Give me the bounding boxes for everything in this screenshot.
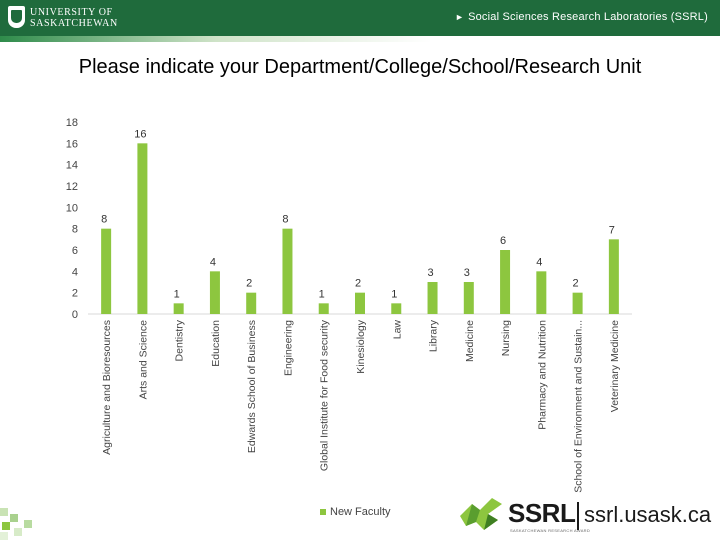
y-tick-label: 6 — [72, 245, 78, 257]
x-tick-label: Edwards School of Business — [246, 320, 258, 453]
bar — [355, 292, 365, 314]
ssrl-logo: SSRL SASKATCHEWAN RESEARCH AWARD ssrl.us… — [458, 494, 720, 540]
university-line2: SASKATCHEWAN — [30, 18, 118, 29]
legend-swatch — [320, 509, 326, 515]
lab-name-text: Social Sciences Research Laboratories (S… — [468, 11, 708, 23]
chart-legend: New Faculty — [320, 506, 391, 518]
data-label: 2 — [573, 278, 579, 290]
data-label: 8 — [101, 214, 107, 226]
x-tick-label: Veterinary Medicine — [609, 320, 621, 412]
ssrl-logo-text: SSRL — [508, 498, 576, 528]
data-label: 2 — [246, 278, 252, 290]
x-tick-label: Education — [210, 320, 222, 367]
bar — [536, 271, 547, 314]
y-tick-label: 0 — [72, 309, 78, 321]
data-label: 3 — [464, 267, 470, 279]
x-tick-label: Medicine — [464, 320, 476, 362]
lab-name: ► Social Sciences Research Laboratories (… — [455, 11, 708, 23]
data-label: 7 — [609, 224, 615, 236]
data-label: 4 — [536, 256, 542, 268]
ssrl-url: ssrl.usask.ca — [584, 502, 712, 527]
bar — [173, 303, 184, 314]
university-header-bar: UNIVERSITY OF SASKATCHEWAN ► Social Scien… — [0, 0, 720, 36]
bar — [391, 303, 402, 314]
data-label: 1 — [391, 288, 397, 300]
x-tick-label: Dentistry — [174, 319, 186, 361]
data-label: 16 — [134, 128, 146, 140]
decorative-squares — [0, 508, 40, 540]
data-label: 1 — [319, 288, 325, 300]
data-label: 1 — [174, 288, 180, 300]
ssrl-logo-subtitle: SASKATCHEWAN RESEARCH AWARD — [510, 528, 591, 533]
x-tick-label: School of Environment and Sustain... — [573, 320, 585, 493]
y-tick-label: 8 — [72, 224, 78, 236]
chart-title: Please indicate your Department/College/… — [78, 56, 642, 78]
university-crest-icon — [8, 6, 25, 28]
x-tick-label: Law — [391, 320, 403, 340]
y-tick-label: 2 — [72, 288, 78, 300]
header-stripe — [0, 36, 720, 42]
data-label: 3 — [427, 267, 433, 279]
bar — [572, 292, 583, 314]
bar — [500, 250, 511, 314]
x-tick-label: Global Institute for Food security — [319, 319, 331, 471]
x-tick-label: Pharmacy and Nutrition — [536, 320, 548, 430]
x-tick-label: Kinesiology — [355, 319, 367, 373]
data-label: 2 — [355, 278, 361, 290]
bar — [246, 292, 257, 314]
bar — [137, 143, 148, 314]
bar — [101, 228, 112, 314]
university-line1: UNIVERSITY OF — [30, 7, 113, 18]
ssrl-mark-icon — [460, 498, 502, 530]
data-label: 6 — [500, 235, 506, 247]
x-tick-label: Engineering — [282, 320, 294, 376]
bar — [318, 303, 329, 314]
x-tick-label: Nursing — [500, 320, 512, 356]
x-tick-label: Library — [428, 319, 440, 352]
y-tick-label: 16 — [66, 138, 78, 150]
bar — [282, 228, 293, 314]
bar — [463, 282, 474, 314]
y-tick-label: 12 — [66, 181, 78, 193]
x-tick-label: Arts and Science — [137, 320, 149, 400]
university-logo-text: UNIVERSITY OF SASKATCHEWAN — [30, 7, 118, 29]
y-tick-label: 4 — [72, 266, 78, 278]
data-label: 8 — [282, 214, 288, 226]
bar — [209, 271, 220, 314]
y-tick-label: 18 — [66, 117, 78, 129]
bar — [608, 239, 619, 314]
bar — [427, 282, 438, 314]
arrow-right-icon: ► — [454, 12, 465, 22]
x-tick-label: Agriculture and Bioresources — [101, 320, 113, 455]
ssrl-divider — [577, 502, 579, 530]
data-label: 4 — [210, 256, 216, 268]
y-tick-label: 10 — [66, 202, 78, 214]
legend-label: New Faculty — [330, 506, 391, 518]
y-tick-label: 14 — [66, 160, 78, 172]
